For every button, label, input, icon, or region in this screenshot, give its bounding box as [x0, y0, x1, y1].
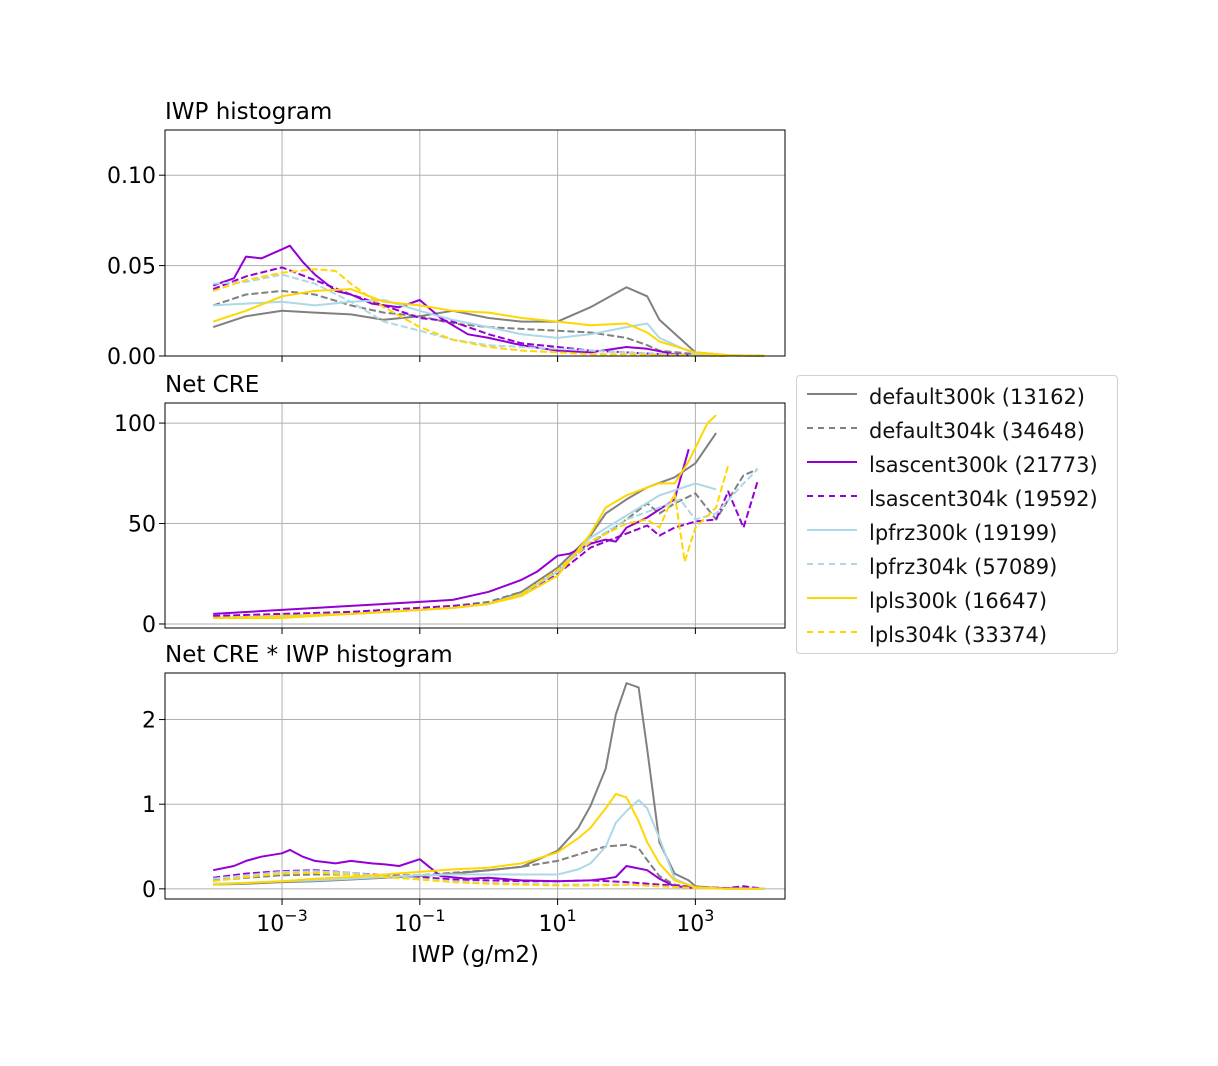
legend-swatch: [807, 495, 857, 497]
legend-item: lsascent300k (21773): [797, 449, 1117, 479]
series-line: [213, 682, 765, 890]
legend-item: default304k (34648): [797, 415, 1117, 445]
x-tick-label: 103: [676, 906, 714, 937]
series-line: [213, 299, 765, 357]
series-line: [213, 448, 690, 615]
legend-item: lpls304k (33374): [797, 619, 1117, 649]
legend-swatch: [807, 461, 857, 463]
x-tick-label: 10−1: [394, 906, 446, 937]
panel-3: 0 1 2 Net CRE * IWP histogram 10−3 10−1 101 103…: [142, 642, 786, 968]
legend-swatch: [807, 529, 857, 531]
legend-swatch: [807, 393, 857, 395]
y-tick-label: 0.05: [107, 255, 156, 280]
axes-frame: [164, 129, 786, 357]
series-line: [213, 871, 729, 890]
y-tick-label: 0.10: [107, 164, 156, 189]
legend-label: lpls300k (16647): [869, 589, 1048, 613]
series-line: [213, 432, 717, 619]
legend-label: lpfrz300k (19199): [869, 521, 1058, 545]
series-line: [213, 799, 765, 890]
x-axis-label: IWP (g/m2): [411, 942, 539, 968]
panel-title: Net CRE * IWP histogram: [165, 642, 453, 668]
legend-item: lpfrz300k (19199): [797, 517, 1117, 547]
y-tick-label: 100: [114, 412, 156, 437]
legend: default300k (13162) default304k (34648) …: [796, 375, 1118, 654]
series-line: [213, 793, 765, 890]
panel-1: 0.00 0.05 0.10 IWP histogram: [107, 99, 786, 370]
legend-label: lsascent304k (19592): [869, 487, 1098, 511]
series-line: [212, 286, 765, 357]
legend-label: lsascent300k (21773): [869, 453, 1098, 477]
series-line: [212, 289, 765, 357]
series-line: [213, 465, 730, 619]
series-line: [213, 848, 696, 889]
series-line: [212, 288, 765, 357]
legend-item: lsascent304k (19592): [797, 483, 1117, 513]
legend-swatch: [807, 427, 857, 429]
legend-item: default300k (13162): [797, 381, 1117, 411]
series-line: [213, 414, 717, 619]
legend-swatch: [807, 597, 857, 599]
y-tick-label: 50: [128, 513, 156, 538]
y-tick-label: 1: [142, 793, 156, 818]
y-tick-label: 0: [142, 613, 156, 638]
y-tick-label: 2: [142, 709, 156, 734]
panel-title: IWP histogram: [165, 99, 332, 125]
y-tick-label: 0.00: [107, 345, 156, 370]
series-line: [212, 268, 729, 357]
series-line: [213, 481, 759, 617]
axes-frame: [164, 672, 786, 900]
legend-item: lpfrz304k (57089): [797, 551, 1117, 581]
legend-item: lpls300k (16647): [797, 585, 1117, 615]
y-tick-label: 0: [142, 878, 156, 903]
panel-title: Net CRE: [165, 372, 259, 398]
axes-frame: [164, 402, 786, 629]
legend-label: lpls304k (33374): [869, 623, 1048, 647]
legend-swatch: [807, 563, 857, 565]
panel-2: 0 50 100 Net CRE: [114, 372, 786, 638]
legend-label: default304k (34648): [869, 419, 1085, 443]
x-tick-label: 10−3: [256, 906, 308, 937]
legend-swatch: [807, 631, 857, 633]
legend-label: default300k (13162): [869, 385, 1085, 409]
series-line: [213, 843, 765, 890]
legend-label: lpfrz304k (57089): [869, 555, 1058, 579]
x-tick-label: 101: [539, 906, 577, 937]
